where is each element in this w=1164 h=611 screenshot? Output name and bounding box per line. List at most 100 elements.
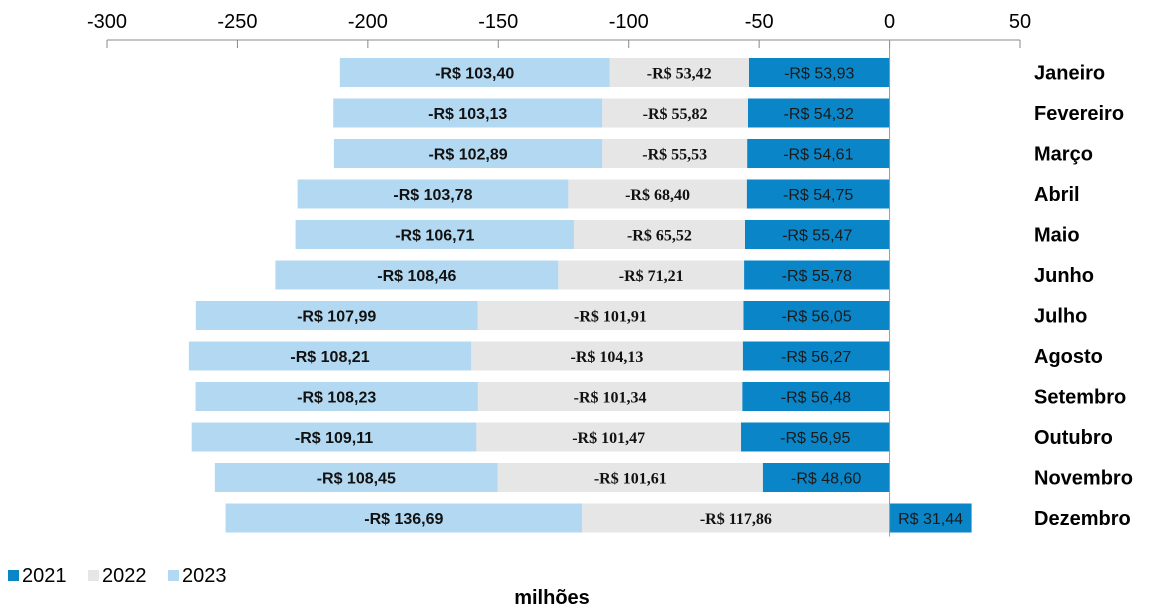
category-label: Janeiro (1034, 63, 1105, 85)
data-label: -R$ 103,40 (435, 66, 514, 83)
data-label: -R$ 101,91 (574, 309, 647, 326)
category-label: Julho (1034, 306, 1087, 328)
x-tick-label: 0 (884, 11, 895, 33)
bar-2022-julho (477, 301, 744, 330)
bar-2022-maio (573, 220, 745, 249)
data-label: -R$ 101,34 (574, 390, 647, 407)
category-label: Abril (1034, 184, 1080, 206)
data-label: -R$ 101,61 (594, 471, 667, 488)
data-label: -R$ 103,78 (393, 187, 472, 204)
x-tick-label: -200 (348, 11, 388, 33)
data-label: -R$ 108,45 (317, 471, 396, 488)
bar-2022-setembro (477, 382, 743, 411)
category-label: Dezembro (1034, 508, 1131, 530)
bar-2021-julho (743, 301, 890, 330)
data-label: -R$ 54,32 (784, 106, 854, 123)
data-label: -R$ 56,95 (780, 430, 850, 447)
bar-2023-novembro (214, 463, 498, 492)
data-label: -R$ 56,05 (781, 309, 851, 326)
bar-2022-junho (558, 260, 745, 290)
x-axis-title: milhões (514, 587, 590, 609)
data-label: -R$ 55,53 (642, 147, 707, 164)
bar-2021-setembro (742, 382, 890, 411)
bar-2021-abril (746, 179, 890, 209)
bar-2023-agosto (188, 341, 472, 371)
x-tick-label: -150 (478, 11, 518, 33)
legend-label-2023: 2023 (182, 565, 227, 587)
bar-2023-março (333, 139, 603, 168)
category-label: Novembro (1034, 468, 1133, 490)
x-tick-label: -250 (217, 11, 257, 33)
bar-2023-dezembro (225, 503, 583, 533)
legend-swatch-2021 (8, 570, 19, 581)
category-label: Outubro (1034, 427, 1113, 449)
x-tick-label: 50 (1009, 11, 1031, 33)
legend-label-2022: 2022 (102, 565, 147, 587)
data-label: -R$ 109,11 (295, 430, 373, 447)
data-label: -R$ 55,47 (782, 228, 852, 245)
data-label: -R$ 56,27 (781, 349, 851, 366)
data-label: -R$ 65,52 (627, 228, 692, 245)
data-labels: -R$ 53,93 -R$ 53,42 -R$ 103,40 -R$ 54,32 -R$… (290, 66, 963, 529)
bar-2022-agosto (471, 341, 743, 371)
category-label: Junho (1034, 265, 1094, 287)
data-label: -R$ 136,69 (364, 511, 443, 528)
bar-2021-maio (744, 220, 890, 249)
x-tick-label: -100 (609, 11, 649, 33)
category-label: Setembro (1034, 387, 1126, 409)
data-label: -R$ 55,78 (782, 268, 852, 285)
bar-2021-novembro (762, 463, 890, 492)
bar-2023-janeiro (339, 58, 610, 87)
bar-2021-dezembro (889, 503, 972, 533)
bars (188, 58, 972, 533)
data-label: -R$ 101,47 (572, 430, 645, 447)
category-label: Fevereiro (1034, 103, 1124, 125)
category-label: Março (1034, 144, 1093, 166)
category-label: Agosto (1034, 346, 1103, 368)
data-label: -R$ 108,46 (377, 268, 456, 285)
data-label: -R$ 106,71 (395, 228, 474, 245)
bar-2021-outubro (741, 422, 890, 452)
data-label: -R$ 55,82 (643, 106, 708, 123)
bar-2023-abril (297, 179, 569, 209)
bar-2023-junho (275, 260, 559, 290)
data-label: -R$ 108,23 (297, 390, 376, 407)
category-label: Maio (1034, 225, 1080, 247)
bar-2023-maio (295, 220, 574, 249)
data-label: -R$ 53,42 (647, 66, 712, 83)
x-tick-label: -50 (745, 11, 774, 33)
bar-2022-abril (568, 179, 747, 209)
data-label: R$ 31,44 (898, 511, 963, 528)
data-label: -R$ 71,21 (619, 268, 684, 285)
bar-2022-março (602, 139, 748, 168)
bar-2023-setembro (195, 382, 478, 411)
bar-2022-novembro (497, 463, 763, 492)
bar-2023-outubro (191, 422, 477, 452)
data-label: -R$ 54,61 (783, 147, 853, 164)
data-label: -R$ 107,99 (297, 309, 376, 326)
bar-2023-fevereiro (333, 98, 603, 128)
data-label: -R$ 117,86 (700, 511, 772, 528)
bar-2022-fevereiro (602, 98, 748, 128)
bar-2021-fevereiro (747, 98, 890, 128)
bar-2021-março (747, 139, 890, 168)
data-label: -R$ 56,48 (781, 390, 851, 407)
data-label: -R$ 103,13 (428, 106, 507, 123)
category-labels: Janeiro Fevereiro Março Abril Maio Junho Julho… (1034, 63, 1133, 531)
data-label: -R$ 48,60 (791, 471, 861, 488)
data-label: -R$ 53,93 (784, 66, 854, 83)
data-label: -R$ 54,75 (783, 187, 853, 204)
data-label: -R$ 68,40 (625, 187, 690, 204)
bar-2023-julho (195, 301, 478, 330)
bar-2021-junho (744, 260, 890, 290)
data-label: -R$ 104,13 (571, 349, 644, 366)
bar-2022-janeiro (609, 58, 749, 87)
legend-label-2021: 2021 (22, 565, 67, 587)
data-label: -R$ 108,21 (290, 349, 369, 366)
x-axis: -300 -250 -200 -150 -100 -50 0 50 (87, 11, 1031, 48)
data-label: -R$ 102,89 (428, 147, 507, 164)
x-tick-label: -300 (87, 11, 127, 33)
bar-2021-janeiro (748, 58, 890, 87)
bar-2022-outubro (476, 422, 742, 452)
